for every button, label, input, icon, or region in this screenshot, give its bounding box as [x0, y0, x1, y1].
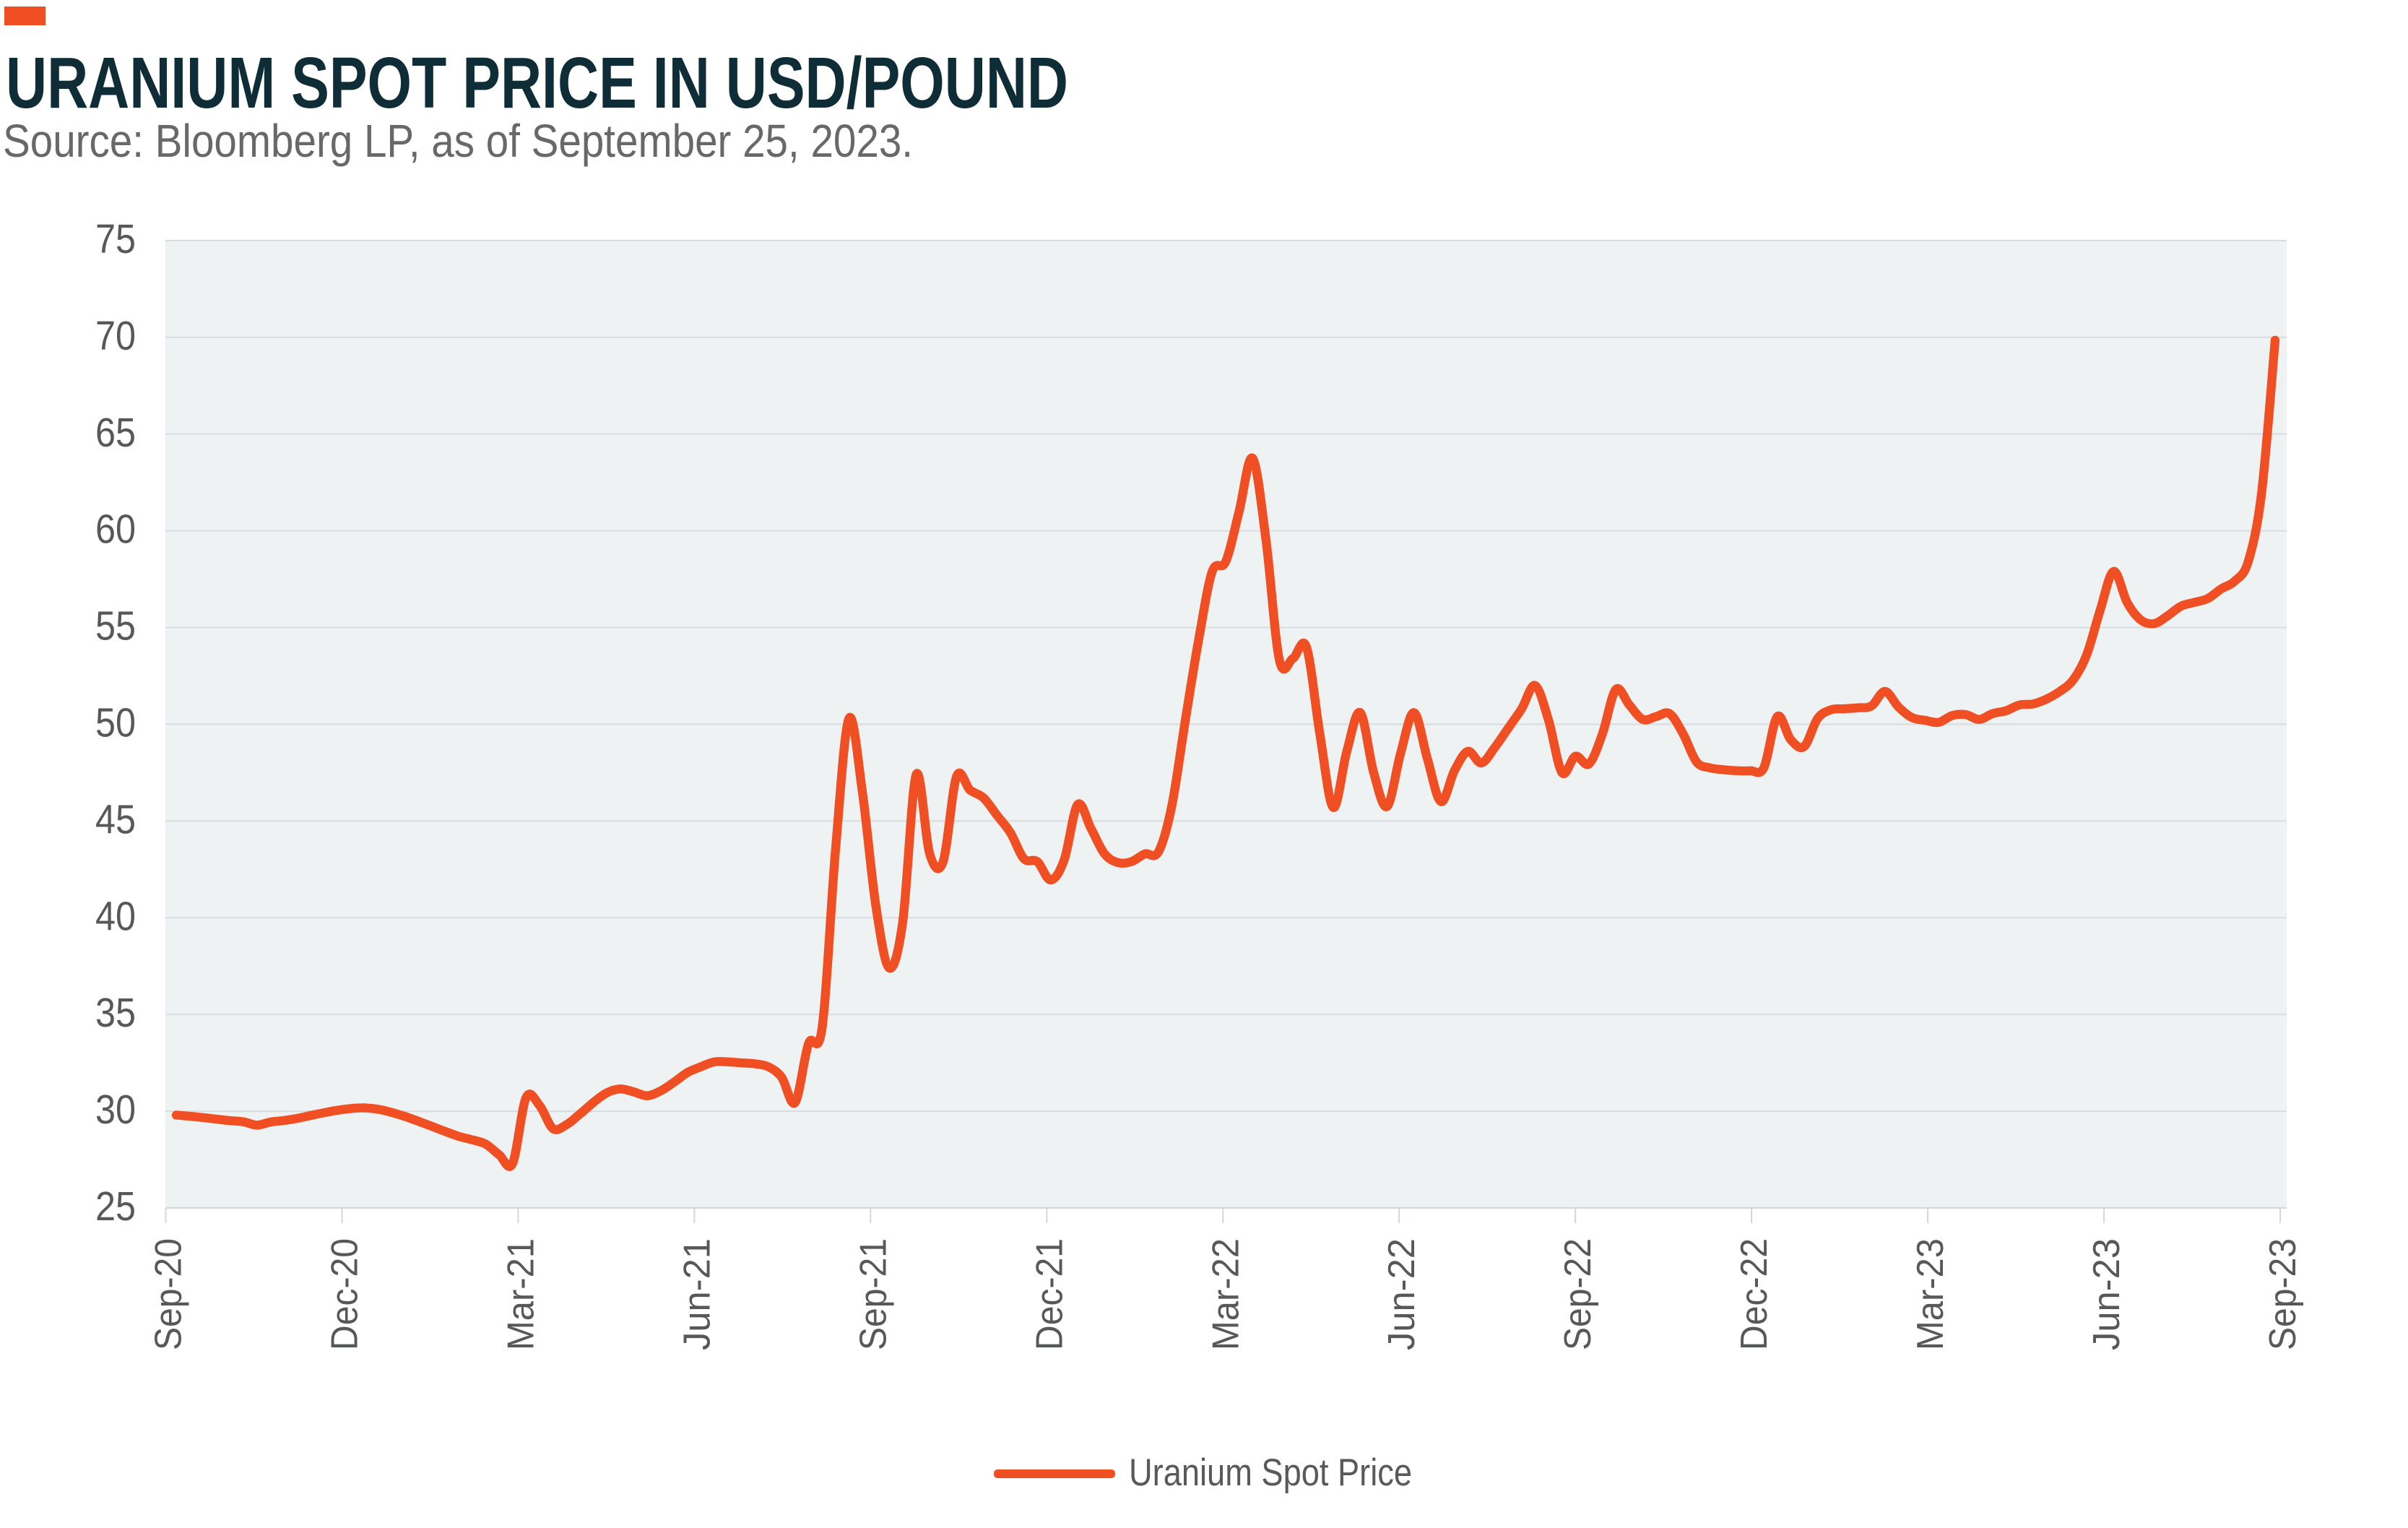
svg-text:Jun-21: Jun-21 [676, 1238, 718, 1350]
svg-text:Uranium Spot Price: Uranium Spot Price [1129, 1451, 1412, 1494]
svg-text:Sep-20: Sep-20 [148, 1238, 190, 1350]
svg-text:Sep-21: Sep-21 [852, 1238, 894, 1350]
svg-text:Dec-21: Dec-21 [1028, 1238, 1070, 1350]
svg-text:Source: Bloomberg LP, as of Se: Source: Bloomberg LP, as of September 25… [3, 115, 913, 167]
svg-text:55: 55 [95, 603, 136, 649]
svg-text:25: 25 [95, 1183, 136, 1230]
svg-text:Mar-22: Mar-22 [1205, 1238, 1247, 1350]
svg-text:Jun-22: Jun-22 [1381, 1238, 1423, 1350]
svg-text:Sep-23: Sep-23 [2262, 1238, 2304, 1350]
svg-text:Sep-22: Sep-22 [1557, 1238, 1599, 1350]
svg-text:Dec-20: Dec-20 [324, 1238, 366, 1350]
svg-text:Mar-23: Mar-23 [1910, 1238, 1952, 1350]
svg-text:Mar-21: Mar-21 [500, 1238, 542, 1350]
svg-text:65: 65 [95, 410, 136, 456]
svg-text:30: 30 [95, 1087, 136, 1133]
svg-text:35: 35 [95, 990, 136, 1036]
svg-text:URANIUM SPOT PRICE IN USD/POUN: URANIUM SPOT PRICE IN USD/POUND [6, 43, 1068, 124]
svg-text:Jun-23: Jun-23 [2086, 1238, 2128, 1350]
svg-text:70: 70 [95, 313, 136, 359]
svg-text:Dec-22: Dec-22 [1733, 1238, 1775, 1350]
svg-text:60: 60 [95, 506, 136, 553]
svg-text:45: 45 [95, 796, 136, 842]
svg-text:75: 75 [95, 216, 136, 262]
svg-text:40: 40 [95, 893, 136, 939]
svg-text:50: 50 [95, 700, 136, 746]
